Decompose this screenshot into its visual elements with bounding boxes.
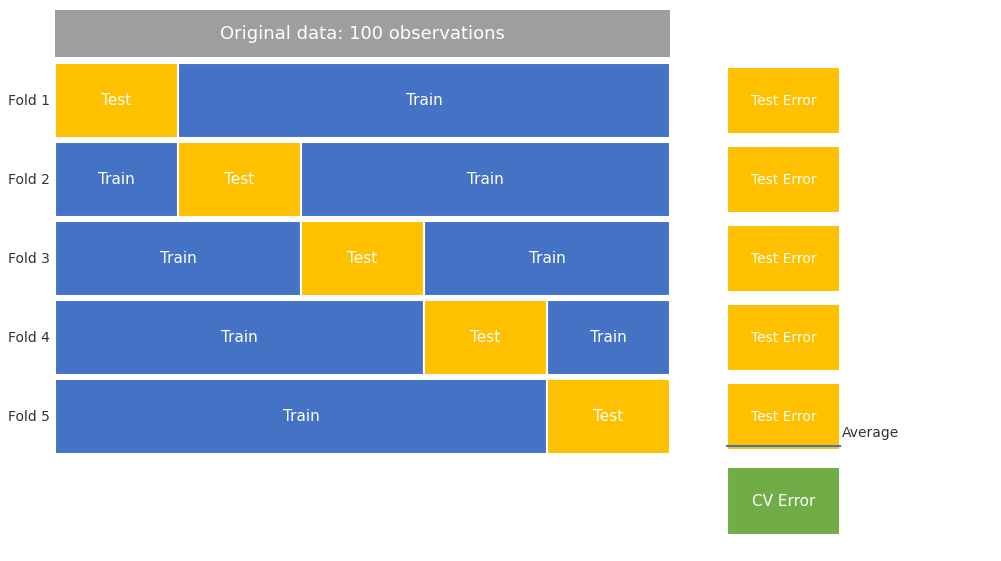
Text: Fold 1: Fold 1 xyxy=(8,94,50,108)
Bar xyxy=(424,300,547,375)
Bar xyxy=(727,383,840,450)
Bar xyxy=(55,63,178,138)
Text: Train: Train xyxy=(221,330,258,345)
Bar xyxy=(55,300,424,375)
Text: Test Error: Test Error xyxy=(751,410,816,424)
Text: Test: Test xyxy=(594,409,624,424)
Text: Fold 5: Fold 5 xyxy=(8,410,50,424)
Text: Train: Train xyxy=(282,409,319,424)
Bar xyxy=(301,221,424,296)
Bar xyxy=(727,225,840,292)
Text: Train: Train xyxy=(405,93,442,108)
Bar xyxy=(727,67,840,134)
Text: CV Error: CV Error xyxy=(752,494,815,508)
Text: Train: Train xyxy=(467,172,504,187)
Text: Fold 3: Fold 3 xyxy=(8,251,50,265)
Text: Test: Test xyxy=(470,330,500,345)
Text: Test: Test xyxy=(224,172,254,187)
Bar xyxy=(55,379,547,454)
Text: Test: Test xyxy=(347,251,377,266)
Text: Test Error: Test Error xyxy=(751,251,816,265)
Bar xyxy=(727,146,840,213)
Bar xyxy=(727,467,840,535)
Bar xyxy=(178,142,301,217)
Text: Test Error: Test Error xyxy=(751,172,816,186)
Bar xyxy=(547,379,670,454)
Bar xyxy=(547,300,670,375)
Bar xyxy=(55,10,670,57)
Text: Original data: 100 observations: Original data: 100 observations xyxy=(220,25,505,43)
Text: Train: Train xyxy=(529,251,566,266)
Bar xyxy=(55,142,178,217)
Text: Train: Train xyxy=(98,172,135,187)
Bar xyxy=(301,142,670,217)
Bar xyxy=(727,304,840,371)
Text: Train: Train xyxy=(591,330,627,345)
Bar xyxy=(178,63,670,138)
Text: Test Error: Test Error xyxy=(751,94,816,108)
Bar xyxy=(424,221,670,296)
Text: Test: Test xyxy=(101,93,131,108)
Text: Fold 4: Fold 4 xyxy=(8,330,50,344)
Text: Fold 2: Fold 2 xyxy=(8,172,50,186)
Text: Train: Train xyxy=(159,251,196,266)
Text: Average: Average xyxy=(842,426,899,440)
Bar xyxy=(55,221,301,296)
Text: Test Error: Test Error xyxy=(751,330,816,344)
